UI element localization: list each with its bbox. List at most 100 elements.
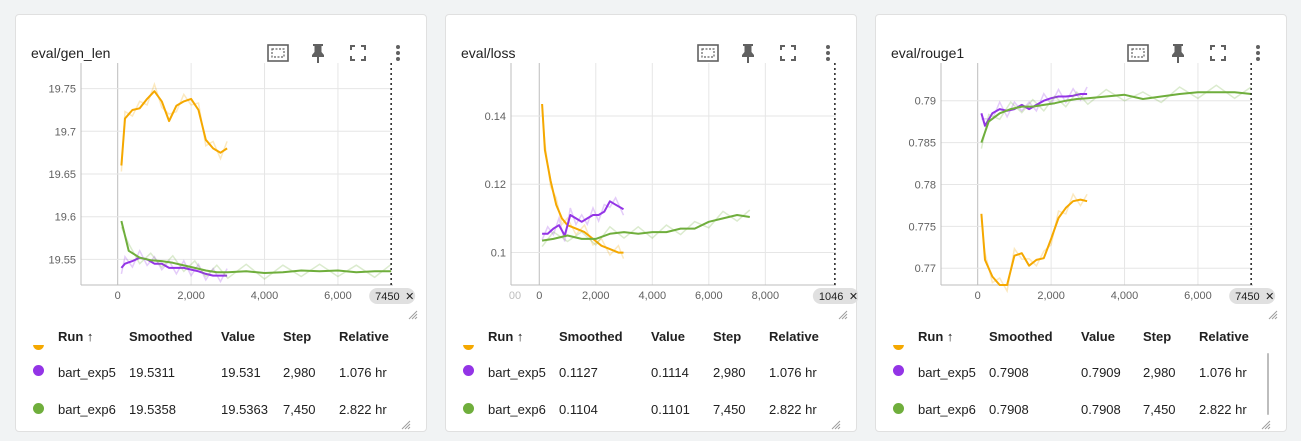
run-color-dot xyxy=(33,403,44,414)
chart-card-loss: eval/loss 0 2,000 4,000 6,000 8,000 0.1 0.12 0.… xyxy=(445,14,858,432)
x-tick-label: 0 xyxy=(975,290,981,302)
more-vert-icon xyxy=(826,45,830,61)
table-resize-handle[interactable] xyxy=(401,418,411,430)
pin-button[interactable] xyxy=(1158,37,1198,69)
x-tick-label: 4,000 xyxy=(639,290,667,302)
col-value-header: Value xyxy=(221,329,255,344)
run-name: bart_exp5 xyxy=(488,365,546,380)
x-tick-label: 6,000 xyxy=(1184,290,1212,302)
value: 0.1101 xyxy=(651,402,690,417)
series-line xyxy=(120,220,392,274)
col-smoothed-header: Smoothed xyxy=(559,329,623,344)
line-chart[interactable]: 0 2,000 4,000 6,000 19.55 19.6 19.65 19.7 19.75 7… xyxy=(16,15,428,320)
step-marker-chip[interactable] xyxy=(369,288,416,304)
step-marker-label: 7450 xyxy=(375,291,399,303)
smoothed-value: 0.7908 xyxy=(989,365,1029,380)
chart-resize-handle[interactable] xyxy=(408,307,418,320)
run-name: bart_exp5 xyxy=(918,365,976,380)
y-tick-label: 19.6 xyxy=(55,212,76,224)
col-step-header: Step xyxy=(1143,329,1172,344)
chart-resize-handle[interactable] xyxy=(1268,307,1278,320)
col-relative-header: Relative xyxy=(339,329,389,344)
pin-icon xyxy=(1172,44,1184,63)
col-smoothed-header: Smoothed xyxy=(989,329,1053,344)
run-color-dot xyxy=(893,403,904,414)
table-scrollbar[interactable] xyxy=(1267,353,1269,415)
fit-domain-icon xyxy=(1127,44,1149,62)
run-name: bart_exp6 xyxy=(488,402,546,417)
fit-domain-button[interactable] xyxy=(258,37,298,69)
pin-button[interactable] xyxy=(728,37,768,69)
close-icon[interactable]: ✕ xyxy=(405,291,414,303)
run-color-dot xyxy=(33,365,44,376)
close-icon[interactable]: ✕ xyxy=(1265,291,1274,303)
col-run-header[interactable]: Run ↑ xyxy=(58,329,94,344)
more-options-button[interactable] xyxy=(808,37,848,69)
step: 7,450 xyxy=(1143,402,1176,417)
more-options-button[interactable] xyxy=(378,37,418,69)
value: 0.7908 xyxy=(1081,402,1121,417)
x-tick-label: 8,000 xyxy=(752,290,780,302)
line-chart[interactable]: 0 2,000 4,000 6,000 0.77 0.775 0.78 0.785 0.79 74… xyxy=(876,15,1288,320)
value: 0.7909 xyxy=(1081,365,1121,380)
step-marker-label: 1046 xyxy=(819,291,843,303)
y-tick-label: 0.1 xyxy=(491,248,506,260)
run-name: bart_exp6 xyxy=(918,402,976,417)
pin-button[interactable] xyxy=(298,37,338,69)
fullscreen-icon xyxy=(350,45,366,61)
value: 0.1114 xyxy=(651,365,689,380)
series-line xyxy=(980,91,1252,143)
run-color-dot xyxy=(463,403,474,414)
step-marker-chip[interactable] xyxy=(1229,288,1276,304)
col-relative-header: Relative xyxy=(769,329,819,344)
fit-domain-icon xyxy=(697,44,719,62)
x-tick-label: 4,000 xyxy=(251,290,279,302)
relative: 2.822 hr xyxy=(339,402,387,417)
series-raw-line xyxy=(120,81,228,172)
relative: 1.076 hr xyxy=(1199,365,1247,380)
series-line xyxy=(541,214,750,242)
fullscreen-button[interactable] xyxy=(338,37,378,69)
y-tick-label: 0.79 xyxy=(915,96,936,108)
fit-domain-button[interactable] xyxy=(688,37,728,69)
line-chart[interactable]: 0 2,000 4,000 6,000 8,000 0.1 0.12 0.14 00 1046 ✕ xyxy=(446,15,858,320)
run-name: bart_exp5 xyxy=(58,365,116,380)
fullscreen-button[interactable] xyxy=(1198,37,1238,69)
card-toolbar xyxy=(258,37,418,69)
pin-icon xyxy=(742,44,754,63)
col-run-header[interactable]: Run ↑ xyxy=(488,329,524,344)
relative: 1.076 hr xyxy=(339,365,387,380)
smoothed-value: 19.5311 xyxy=(129,365,176,380)
fit-domain-button[interactable] xyxy=(1118,37,1158,69)
smoothed-value: 19.5358 xyxy=(129,402,176,417)
series-raw-line xyxy=(980,192,1088,294)
smoothed-value: 0.1127 xyxy=(559,365,598,380)
pin-icon xyxy=(312,44,324,63)
y-tick-label: 0.785 xyxy=(908,138,936,150)
step: 7,450 xyxy=(713,402,746,417)
col-value-header: Value xyxy=(1081,329,1115,344)
close-icon[interactable]: ✕ xyxy=(849,291,858,303)
step: 2,980 xyxy=(1143,365,1176,380)
step-marker-chip[interactable] xyxy=(812,288,858,304)
value: 19.5363 xyxy=(221,402,268,417)
relative: 2.822 hr xyxy=(769,402,817,417)
more-options-button[interactable] xyxy=(1238,37,1278,69)
run-color-dot-exp4 xyxy=(463,345,474,350)
fullscreen-button[interactable] xyxy=(768,37,808,69)
value: 19.531 xyxy=(221,365,261,380)
table-resize-handle[interactable] xyxy=(831,418,841,430)
y-tick-label: 0.77 xyxy=(915,263,936,275)
col-run-header[interactable]: Run ↑ xyxy=(918,329,954,344)
fullscreen-icon xyxy=(780,45,796,61)
col-relative-header: Relative xyxy=(1199,329,1249,344)
series-line xyxy=(980,198,1088,286)
y-tick-label: 0.12 xyxy=(485,179,506,191)
smoothed-value: 0.7908 xyxy=(989,402,1029,417)
chart-resize-handle[interactable] xyxy=(838,307,848,320)
step: 2,980 xyxy=(713,365,746,380)
step: 7,450 xyxy=(283,402,316,417)
table-resize-handle[interactable] xyxy=(1261,418,1271,430)
chart-card-gen-len: eval/gen_len 0 2,000 4,000 6,000 19.55 19.6 19… xyxy=(15,14,427,432)
x-tick-label: 2,000 xyxy=(177,290,205,302)
